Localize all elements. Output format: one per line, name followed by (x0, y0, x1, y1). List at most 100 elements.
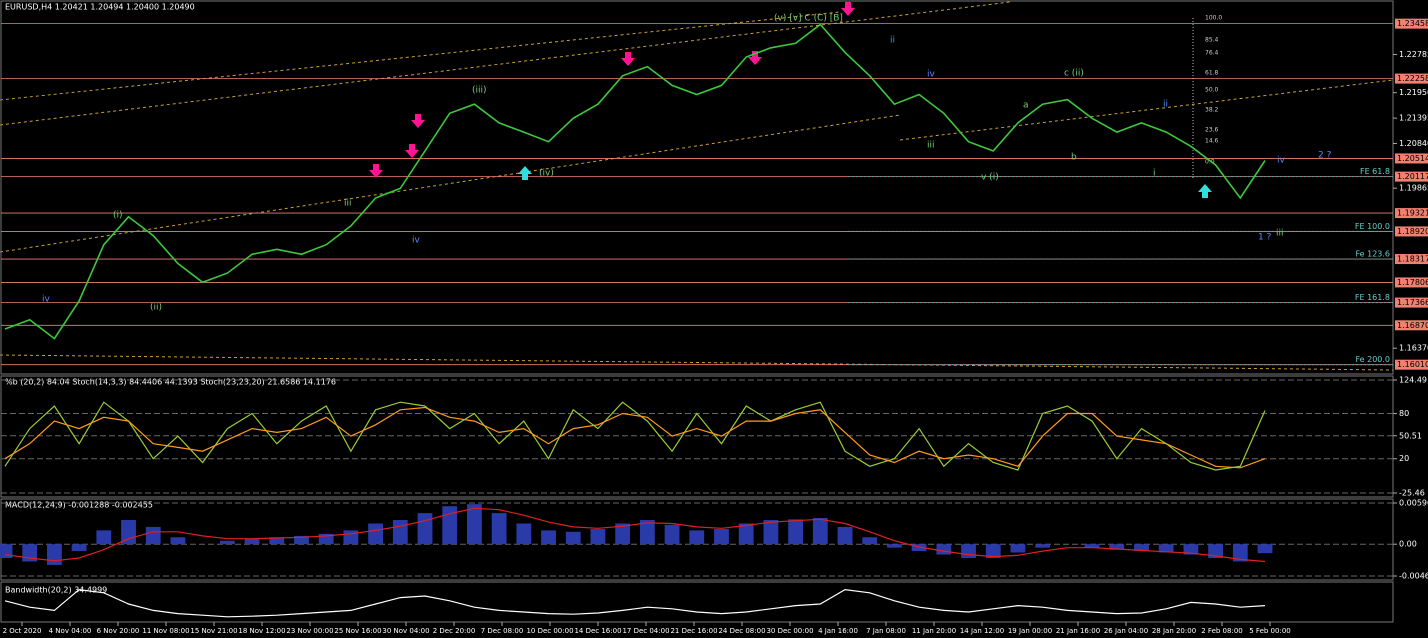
wave-label: 1 ? (1258, 233, 1272, 243)
histogram-bar (516, 523, 532, 545)
wave-label: iv (1277, 156, 1286, 166)
trend-line (0, 114, 901, 253)
histogram-bar (318, 533, 334, 545)
level-label: 1.17366 (1397, 298, 1428, 307)
histogram-bar (565, 531, 581, 545)
x-tick-label: 15 Nov 21:00 (190, 627, 237, 635)
x-tick-label: 19 Jan 00:00 (1008, 627, 1052, 635)
up-arrow (518, 166, 532, 180)
y-tick-label: 0.005963 (1399, 499, 1428, 508)
wave-label: c (ii) (1064, 69, 1084, 79)
histogram-bar (1134, 544, 1149, 552)
up-arrow (1198, 184, 1212, 198)
y-tick-label: 1.19865 (1399, 184, 1428, 193)
panel-title: MACD(12,24,9) -0.001288 -0.002455 (5, 501, 153, 510)
level-label: 1.20117 (1397, 172, 1428, 181)
trend-line (0, 11, 841, 101)
histogram-bar (0, 544, 13, 559)
histogram-bar (1010, 544, 1026, 553)
wave-label: (i) (113, 211, 123, 221)
y-tick-label: 1.20840 (1399, 139, 1428, 148)
histogram-bar (664, 524, 680, 545)
series-line (4, 507, 1266, 563)
trend-line (899, 79, 1394, 141)
histogram-bar (837, 526, 853, 545)
y-tick-label: -0.004603 (1399, 572, 1428, 581)
histogram-bar (1232, 544, 1248, 562)
wave-label: (iv) (539, 169, 554, 179)
fib-label: 0.0 (1205, 159, 1215, 166)
x-tick-label: 5 Feb 00:00 (1249, 627, 1290, 635)
histogram-bar (294, 535, 309, 545)
level-label-box (1395, 73, 1428, 84)
wave-label: ii (890, 36, 895, 46)
histogram-bar (442, 506, 458, 545)
level-label: 1.23458 (1397, 19, 1428, 28)
histogram-bar (788, 519, 803, 545)
level-label: 1.20514 (1397, 154, 1428, 163)
histogram-bar (1035, 544, 1051, 548)
histogram-bar (244, 538, 260, 545)
wave-label: iv (42, 295, 51, 305)
x-tick-label: 11 Jan 20:00 (912, 627, 956, 635)
fib-label: 61.8 (1205, 70, 1219, 77)
level-label-box (1395, 171, 1428, 182)
level-label: 1.19321 (1397, 209, 1428, 218)
fib-label: 76.4 (1205, 50, 1219, 57)
histogram-bar (417, 513, 433, 545)
fe-label: Fe 123.6 (1355, 250, 1390, 259)
x-tick-label: 26 Jan 04:00 (1104, 627, 1148, 635)
down-arrow (748, 51, 762, 65)
level-label-box (1395, 18, 1428, 29)
histogram-bar (392, 520, 408, 545)
fe-label: FE 161.8 (1355, 293, 1390, 302)
down-arrow (405, 144, 419, 158)
down-arrow (369, 164, 383, 178)
histogram-bar (763, 520, 779, 545)
panel-border (0, 0, 1394, 375)
level-label: 1.18317 (1397, 255, 1428, 264)
fe-label: Fe 200.0 (1355, 355, 1390, 364)
histogram-bar (96, 530, 112, 545)
histogram-bar (1208, 544, 1223, 559)
x-tick-label: 10 Dec 00:00 (526, 627, 573, 635)
wave-label: i (1153, 169, 1156, 179)
fib-label: 85.4 (1205, 37, 1219, 44)
y-tick-label: 0.00 (1399, 540, 1417, 549)
wave-label: iii (927, 141, 935, 151)
fib-label: 23.6 (1205, 127, 1219, 134)
y-tick-label: -25.46 (1399, 489, 1425, 498)
fe-label: FE 100.0 (1355, 222, 1390, 231)
histogram-bar (639, 520, 655, 545)
histogram-bar (615, 523, 631, 545)
trend-lines (0, 1, 1394, 371)
level-label: 1.22258 (1397, 74, 1428, 83)
x-tick-label: 21 Jan 16:00 (1056, 627, 1100, 635)
fe-label: FE 61.8 (1360, 167, 1390, 176)
x-tick-label: 2 Oct 2020 (3, 627, 42, 635)
x-tick-label: 30 Nov 04:00 (382, 627, 429, 635)
level-label-box (1395, 277, 1428, 288)
fib-label: 14.6 (1205, 138, 1219, 145)
histogram-bar (1109, 544, 1125, 550)
x-tick-label: 25 Nov 16:00 (334, 627, 381, 635)
wave-label: (iii) (472, 86, 487, 96)
y-tick-label: 124.49 (1399, 376, 1427, 385)
y-tick-label: 1.16370 (1399, 344, 1428, 353)
wave-label: ii (1163, 100, 1168, 110)
level-label-box (1395, 226, 1428, 237)
x-tick-label: 14 Dec 16:00 (574, 627, 621, 635)
fib-label: 100.0 (1205, 15, 1222, 22)
histogram-bar (985, 544, 1001, 559)
wave-label: 2 ? (1318, 151, 1332, 161)
x-tick-label: 28 Jan 20:00 (1152, 627, 1196, 635)
x-tick-label: 4 Nov 04:00 (49, 627, 92, 635)
x-tick-label: 18 Nov 12:00 (238, 627, 285, 635)
down-arrow (621, 52, 635, 66)
histogram-bar (219, 540, 235, 545)
level-label-box (1395, 320, 1428, 331)
trend-line (0, 1, 1011, 126)
panel-border (0, 581, 1394, 623)
